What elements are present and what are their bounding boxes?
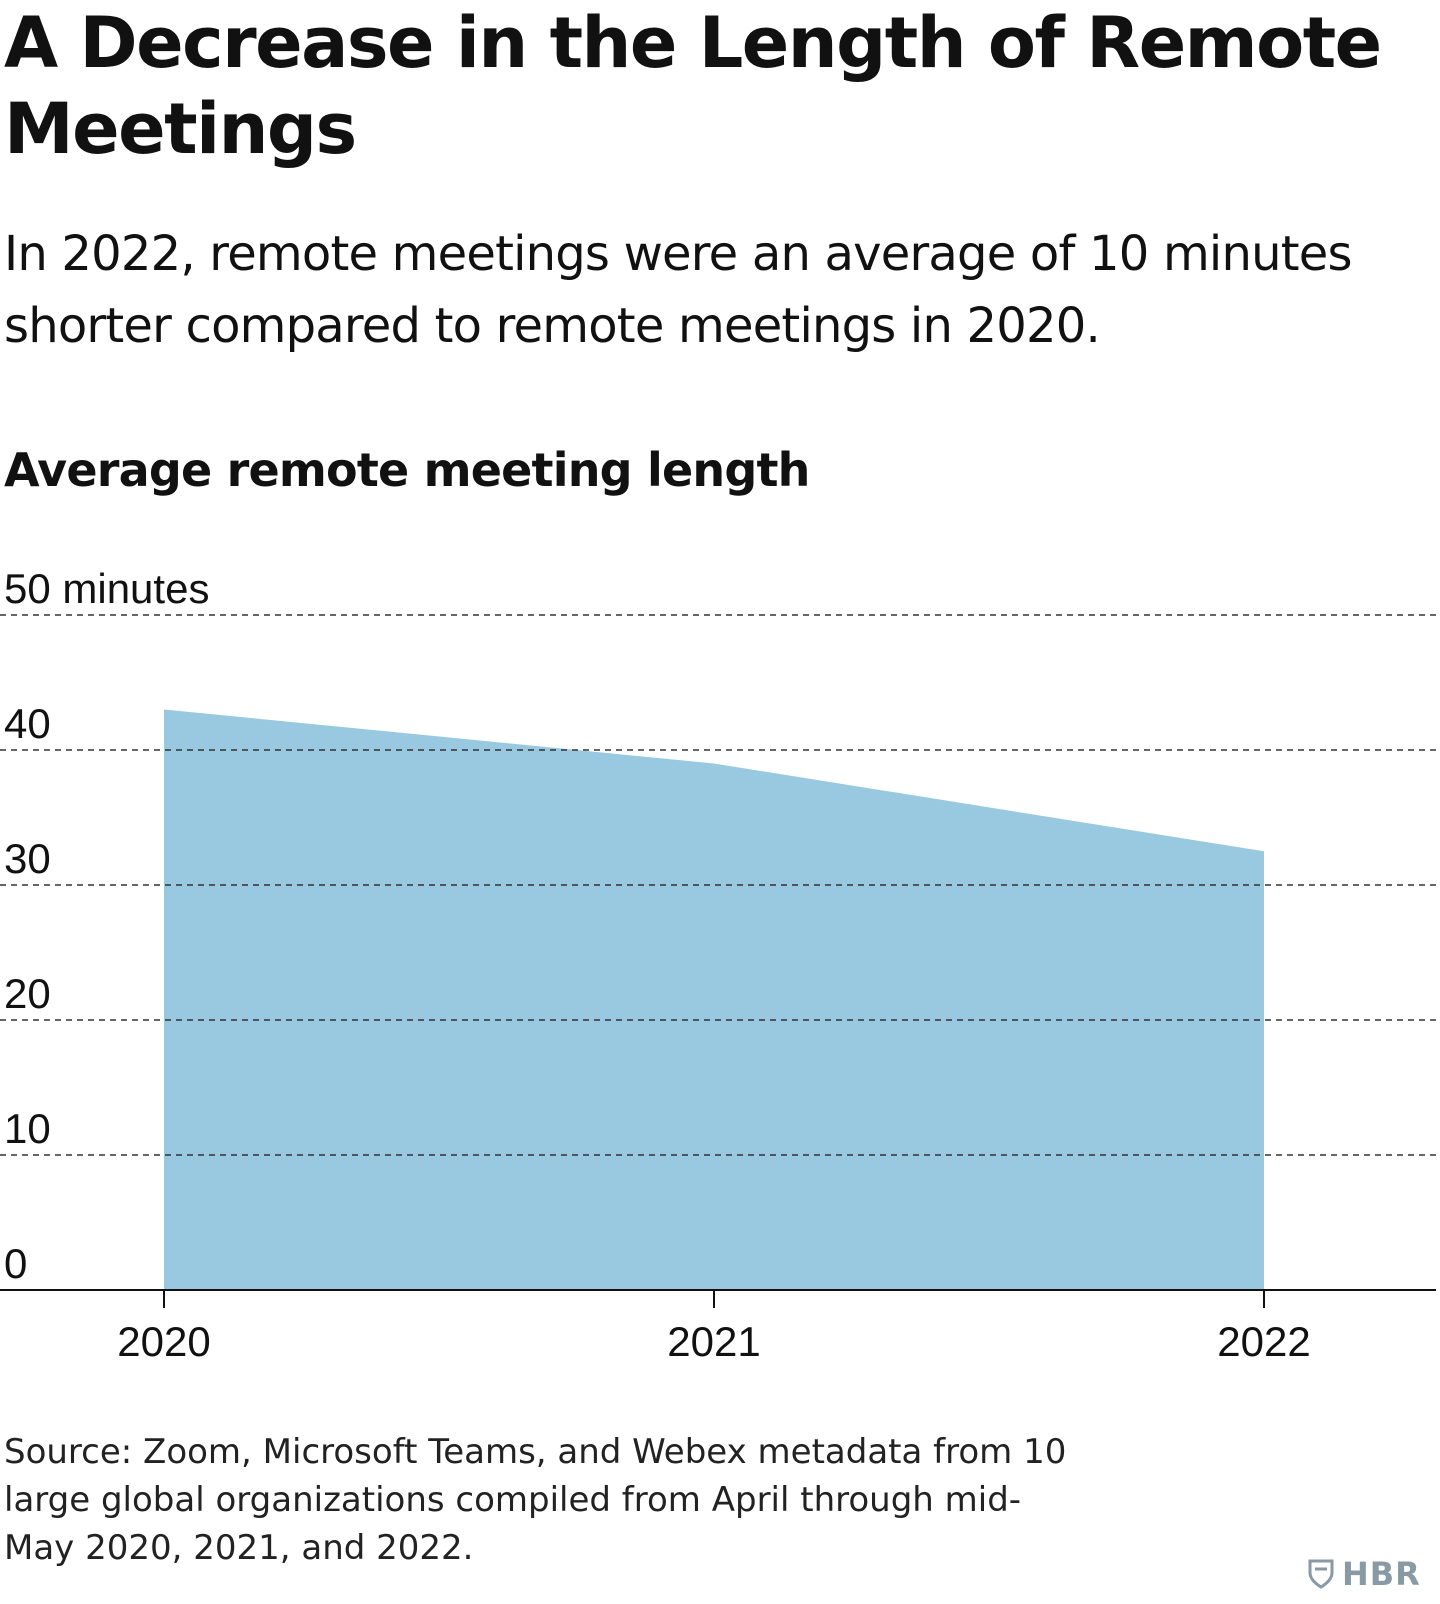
x-tick-label: 2020 bbox=[117, 1318, 210, 1365]
y-tick-label: 40 bbox=[4, 700, 51, 747]
y-tick-label: 30 bbox=[4, 835, 51, 882]
page-title: A Decrease in the Length of Remote Meeti… bbox=[4, 2, 1382, 170]
chart-svg: 0 10 20 30 40 50 minutes 2020 2021 2022 bbox=[0, 565, 1436, 1365]
x-tick-label: 2022 bbox=[1217, 1318, 1310, 1365]
x-tick-label: 2021 bbox=[667, 1318, 760, 1365]
y-tick-label: 20 bbox=[4, 970, 51, 1017]
y-tick-label: 10 bbox=[4, 1105, 51, 1152]
source-note: Source: Zoom, Microsoft Teams, and Webex… bbox=[4, 1432, 1067, 1568]
brand-text: HBR bbox=[1342, 1555, 1421, 1593]
hbr-logo: HBR bbox=[1308, 1554, 1421, 1594]
shield-icon bbox=[1308, 1559, 1334, 1589]
page-subtitle: In 2022, remote meetings were an average… bbox=[4, 226, 1352, 354]
y-tick-label: 50 minutes bbox=[4, 565, 209, 612]
y-tick-label: 0 bbox=[4, 1240, 27, 1287]
chart-title: Average remote meeting length bbox=[4, 443, 810, 497]
area-series bbox=[164, 709, 1264, 1290]
area-chart: 0 10 20 30 40 50 minutes 2020 2021 2022 bbox=[0, 540, 1440, 1370]
